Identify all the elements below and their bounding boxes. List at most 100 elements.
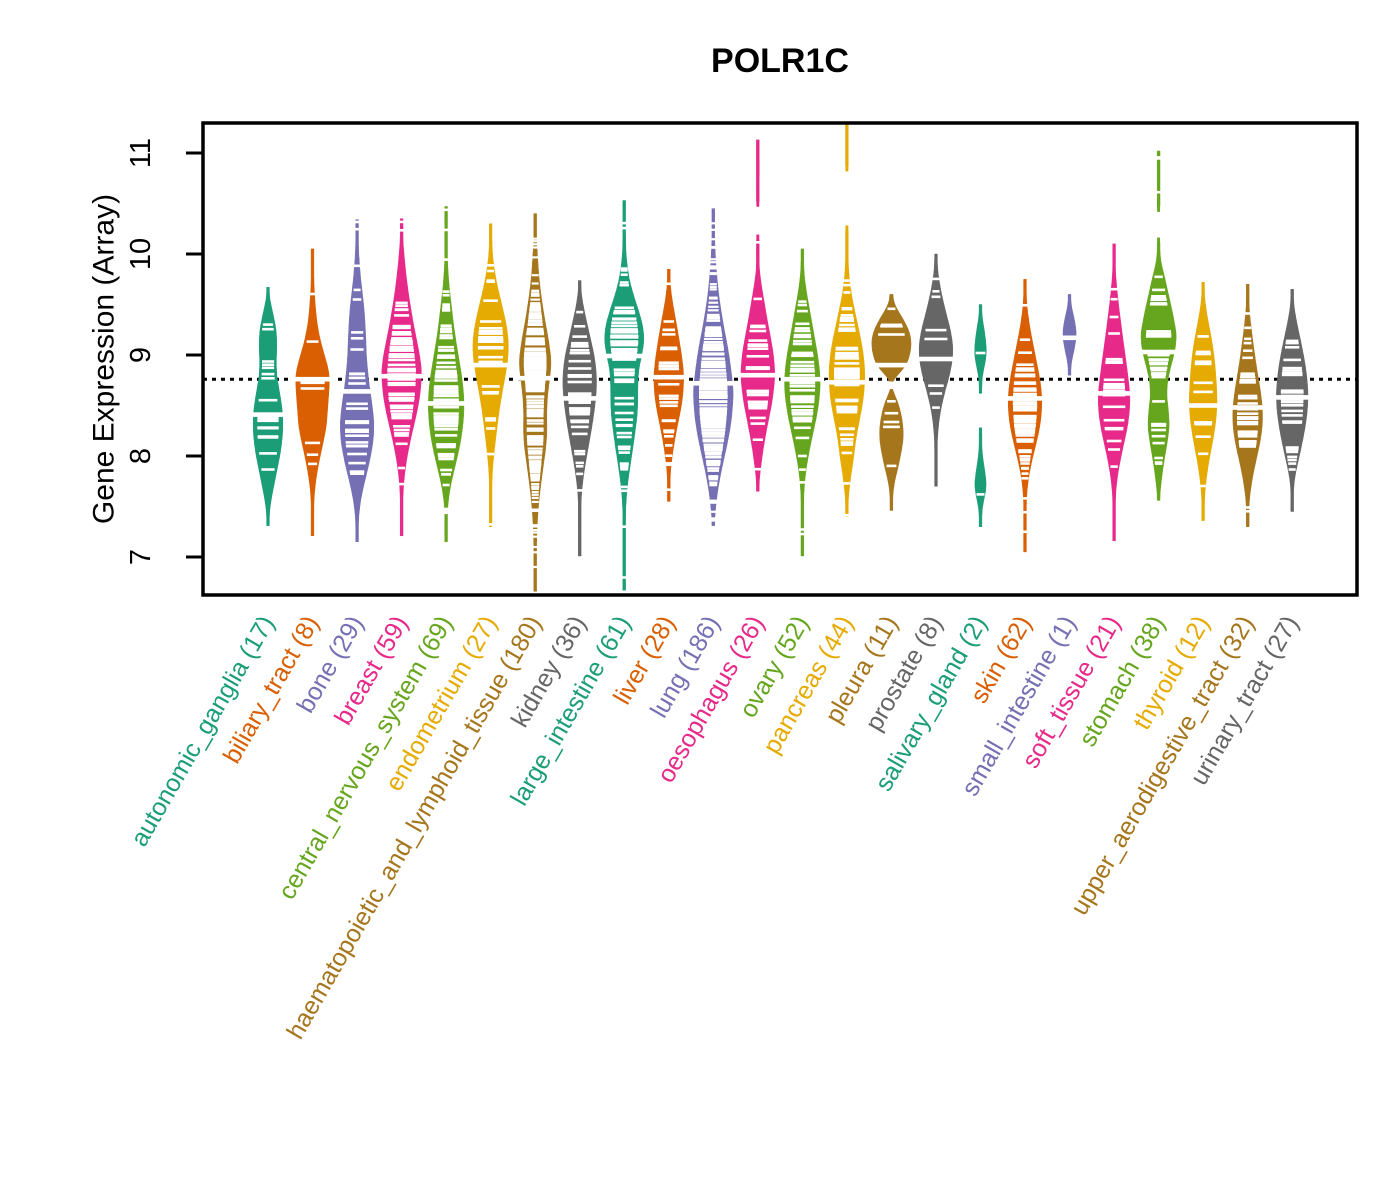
data-tick <box>1106 439 1122 443</box>
data-tick <box>524 351 546 354</box>
data-tick <box>792 342 812 346</box>
data-tick <box>707 469 719 472</box>
violin-pleura <box>871 294 912 511</box>
data-tick <box>704 331 722 335</box>
data-tick <box>611 324 638 328</box>
data-tick <box>699 395 728 398</box>
data-tick <box>709 481 718 484</box>
data-tick <box>388 397 415 400</box>
group-mean-line-stomach <box>1138 349 1179 355</box>
data-tick <box>665 444 673 447</box>
data-tick <box>570 420 589 424</box>
data-tick <box>531 246 539 249</box>
data-tick <box>523 361 547 364</box>
data-tick <box>391 337 413 340</box>
data-tick <box>529 464 541 467</box>
data-tick <box>709 499 717 502</box>
data-tick <box>531 529 539 532</box>
data-tick <box>568 394 592 398</box>
data-tick <box>839 323 855 327</box>
data-tick <box>883 420 900 424</box>
data-tick <box>523 364 547 367</box>
data-tick <box>701 362 726 365</box>
data-tick <box>353 264 361 268</box>
group-mean-line-upper_aerodigestive_tract <box>1229 405 1267 410</box>
violin-ovary <box>780 248 825 557</box>
data-tick <box>797 303 807 307</box>
data-tick <box>398 229 406 232</box>
data-tick <box>524 367 547 370</box>
data-tick <box>797 454 807 458</box>
data-tick <box>1239 443 1257 446</box>
data-tick <box>442 304 450 308</box>
data-tick <box>389 347 414 351</box>
data-tick <box>1015 369 1035 372</box>
data-tick <box>834 372 860 376</box>
data-ticks-autonomic_ganglia <box>257 323 279 471</box>
data-tick <box>750 325 766 329</box>
data-tick <box>531 509 539 512</box>
data-tick <box>700 424 726 427</box>
data-tick <box>1285 446 1299 449</box>
data-tick <box>350 472 364 475</box>
data-tick <box>1198 452 1209 456</box>
data-tick <box>487 523 495 526</box>
data-tick <box>485 419 496 422</box>
data-tick <box>1019 455 1031 458</box>
data-tick <box>526 332 544 335</box>
data-tick <box>617 445 631 449</box>
data-tick <box>699 388 728 391</box>
data-tick <box>1155 156 1163 159</box>
data-tick <box>614 396 634 400</box>
data-tick <box>1237 402 1258 405</box>
data-tick <box>663 429 675 432</box>
data-tick <box>441 472 451 476</box>
data-tick <box>526 396 545 399</box>
data-tick <box>835 351 859 355</box>
group-mean-line-pancreas <box>825 380 869 385</box>
data-tick <box>345 430 369 433</box>
violin-shape-pancreas <box>845 122 849 172</box>
data-tick <box>1110 465 1118 468</box>
data-tick <box>658 394 679 398</box>
data-tick <box>707 309 719 312</box>
data-tick <box>435 434 458 437</box>
violin-shape-salivary_gland <box>974 427 987 527</box>
data-tick <box>1108 332 1120 335</box>
data-tick <box>394 434 409 437</box>
data-tick <box>795 436 810 440</box>
data-tick <box>434 424 458 428</box>
data-tick <box>1014 420 1036 423</box>
data-tick <box>389 345 414 349</box>
data-tick <box>798 532 806 536</box>
group-mean-line-haematopoietic_and_lymphoid_tissue <box>516 375 554 381</box>
data-tick <box>259 452 277 455</box>
data-tick <box>570 345 589 348</box>
violin-large_intestine <box>602 200 646 591</box>
data-tick <box>1018 449 1032 452</box>
data-tick <box>700 423 726 426</box>
data-tick <box>574 325 586 328</box>
data-tick <box>790 399 815 402</box>
group-mean-line-soft_tissue <box>1094 391 1134 396</box>
data-tick <box>878 333 905 336</box>
data-tick <box>699 414 727 417</box>
violin-upper_aerodigestive_tract <box>1229 284 1267 527</box>
data-tick <box>434 385 459 388</box>
data-tick <box>257 417 279 420</box>
data-tick <box>479 327 503 330</box>
data-tick <box>1287 455 1298 459</box>
data-tick <box>391 413 413 416</box>
data-tick <box>705 453 722 456</box>
data-tick <box>613 311 636 315</box>
data-tick <box>665 462 673 465</box>
data-tick <box>477 346 504 350</box>
data-tick <box>614 373 635 377</box>
data-tick <box>703 337 723 341</box>
data-tick <box>571 343 589 346</box>
violin-shape-oesophagus <box>756 139 760 207</box>
data-tick <box>1154 456 1163 460</box>
data-tick <box>395 304 408 308</box>
data-tick <box>262 327 274 331</box>
data-tick <box>531 565 539 569</box>
